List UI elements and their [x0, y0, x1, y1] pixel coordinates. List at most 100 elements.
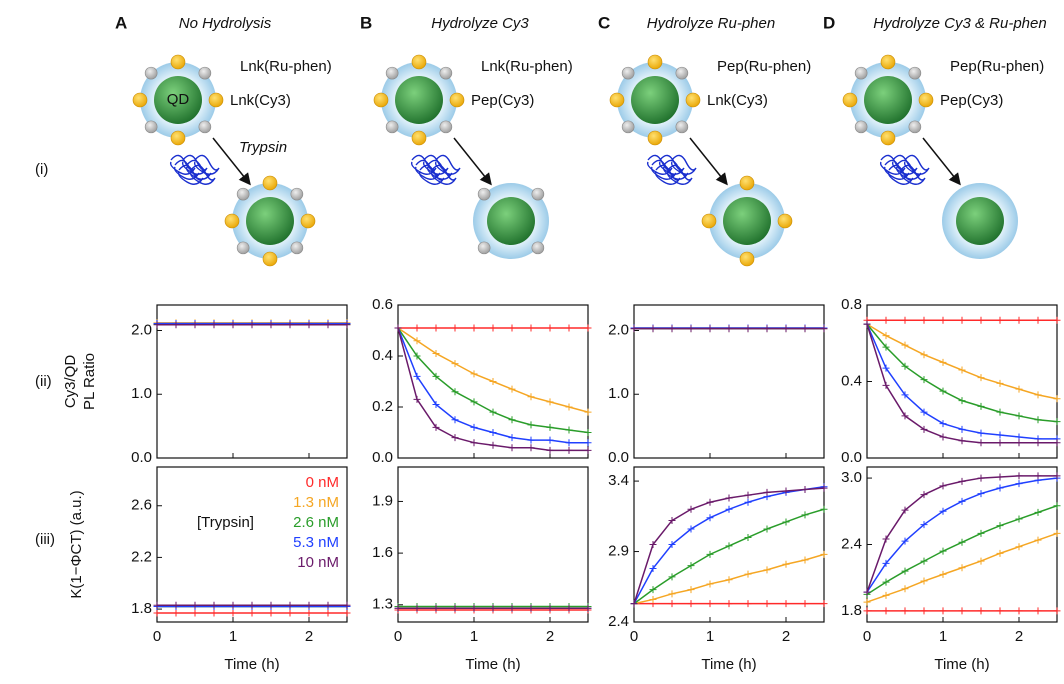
- quantum-dot: [373, 54, 465, 146]
- data-point: [782, 600, 790, 608]
- x-tick-label: 0: [863, 628, 871, 645]
- data-point: [920, 376, 928, 384]
- data-point: [630, 600, 638, 608]
- quantum-dot: [224, 175, 316, 267]
- data-point: [527, 444, 535, 452]
- data-point: [958, 437, 966, 445]
- data-point: [996, 316, 1004, 324]
- data-point: [451, 416, 459, 424]
- data-point: [267, 609, 275, 617]
- data-point: [1053, 502, 1061, 510]
- data-point: [901, 341, 909, 349]
- data-point: [565, 403, 573, 411]
- data-point: [977, 607, 985, 615]
- conjugate-label: Pep(Ru-phen): [950, 58, 1044, 75]
- conjugate-label: Pep(Cy3): [940, 92, 1003, 109]
- data-point: [801, 600, 809, 608]
- enzyme-strand: [193, 154, 220, 175]
- data-point: [210, 609, 218, 617]
- data-point: [432, 604, 440, 612]
- data-point: [1015, 472, 1023, 480]
- data-point: [939, 358, 947, 366]
- y-tick-label: 0.8: [841, 296, 862, 313]
- data-point: [286, 609, 294, 617]
- bead: [477, 187, 491, 201]
- bead: [144, 120, 158, 134]
- bead: [647, 130, 663, 146]
- x-tick-label: 1: [229, 628, 237, 645]
- x-tick-label: 0: [394, 628, 402, 645]
- bead: [439, 66, 453, 80]
- legend-entry: 5.3 nM: [293, 534, 339, 551]
- qd-label: QD: [167, 91, 190, 108]
- data-point: [901, 567, 909, 575]
- data-point: [508, 444, 516, 452]
- data-point: [882, 607, 890, 615]
- data-point: [649, 325, 657, 333]
- data-point: [451, 604, 459, 612]
- data-point: [324, 601, 332, 609]
- data-point: [489, 604, 497, 612]
- enzyme: [879, 154, 930, 185]
- row-label: (iii): [35, 531, 55, 548]
- data-point: [977, 529, 985, 537]
- data-point: [863, 320, 871, 328]
- data-point: [668, 590, 676, 598]
- legend-entry: 10 nM: [297, 554, 339, 571]
- data-point: [958, 477, 966, 485]
- data-point: [546, 398, 554, 406]
- fit-line: [866, 505, 1058, 595]
- data-point: [882, 578, 890, 586]
- bead: [132, 92, 148, 108]
- data-point: [1053, 418, 1061, 426]
- quantum-dot: [942, 183, 1018, 259]
- data-point: [1015, 439, 1023, 447]
- bead: [439, 120, 453, 134]
- bead: [262, 175, 278, 191]
- data-point: [649, 595, 657, 603]
- fit-line: [397, 327, 589, 413]
- data-point: [996, 408, 1004, 416]
- legend-entry: 0 nM: [306, 474, 339, 491]
- data-point: [882, 591, 890, 599]
- data-point: [744, 600, 752, 608]
- x-tick-label: 2: [1015, 628, 1023, 645]
- data-point: [1015, 412, 1023, 420]
- data-point: [882, 535, 890, 543]
- bead: [531, 187, 545, 201]
- x-axis-label: Time (h): [465, 656, 520, 673]
- data-point: [882, 559, 890, 567]
- data-point: [668, 573, 676, 581]
- arrow: [453, 137, 492, 186]
- data-point: [248, 601, 256, 609]
- data-point: [863, 598, 871, 606]
- qd-core: [487, 197, 535, 245]
- row-label: (i): [35, 161, 48, 178]
- data-point: [470, 370, 478, 378]
- data-point: [153, 321, 161, 329]
- data-point: [820, 325, 828, 333]
- data-point: [267, 601, 275, 609]
- data-point: [882, 381, 890, 389]
- data-point: [470, 439, 478, 447]
- data-point: [649, 586, 657, 594]
- data-point: [901, 316, 909, 324]
- enzyme-strand: [177, 164, 204, 185]
- conjugate-label: Lnk(Cy3): [707, 92, 768, 109]
- data-point: [901, 391, 909, 399]
- bead: [880, 54, 896, 70]
- data-point: [920, 425, 928, 433]
- bead: [198, 66, 212, 80]
- data-point: [977, 490, 985, 498]
- x-tick-label: 1: [470, 628, 478, 645]
- data-point: [649, 564, 657, 572]
- fit-line: [866, 323, 1057, 440]
- x-tick-label: 2: [305, 628, 313, 645]
- y-tick-label: 2.0: [131, 321, 152, 338]
- data-point: [305, 609, 313, 617]
- data-point: [508, 416, 516, 424]
- data-point: [920, 577, 928, 585]
- bead: [449, 92, 465, 108]
- enzyme-strand: [899, 164, 926, 185]
- bead: [198, 120, 212, 134]
